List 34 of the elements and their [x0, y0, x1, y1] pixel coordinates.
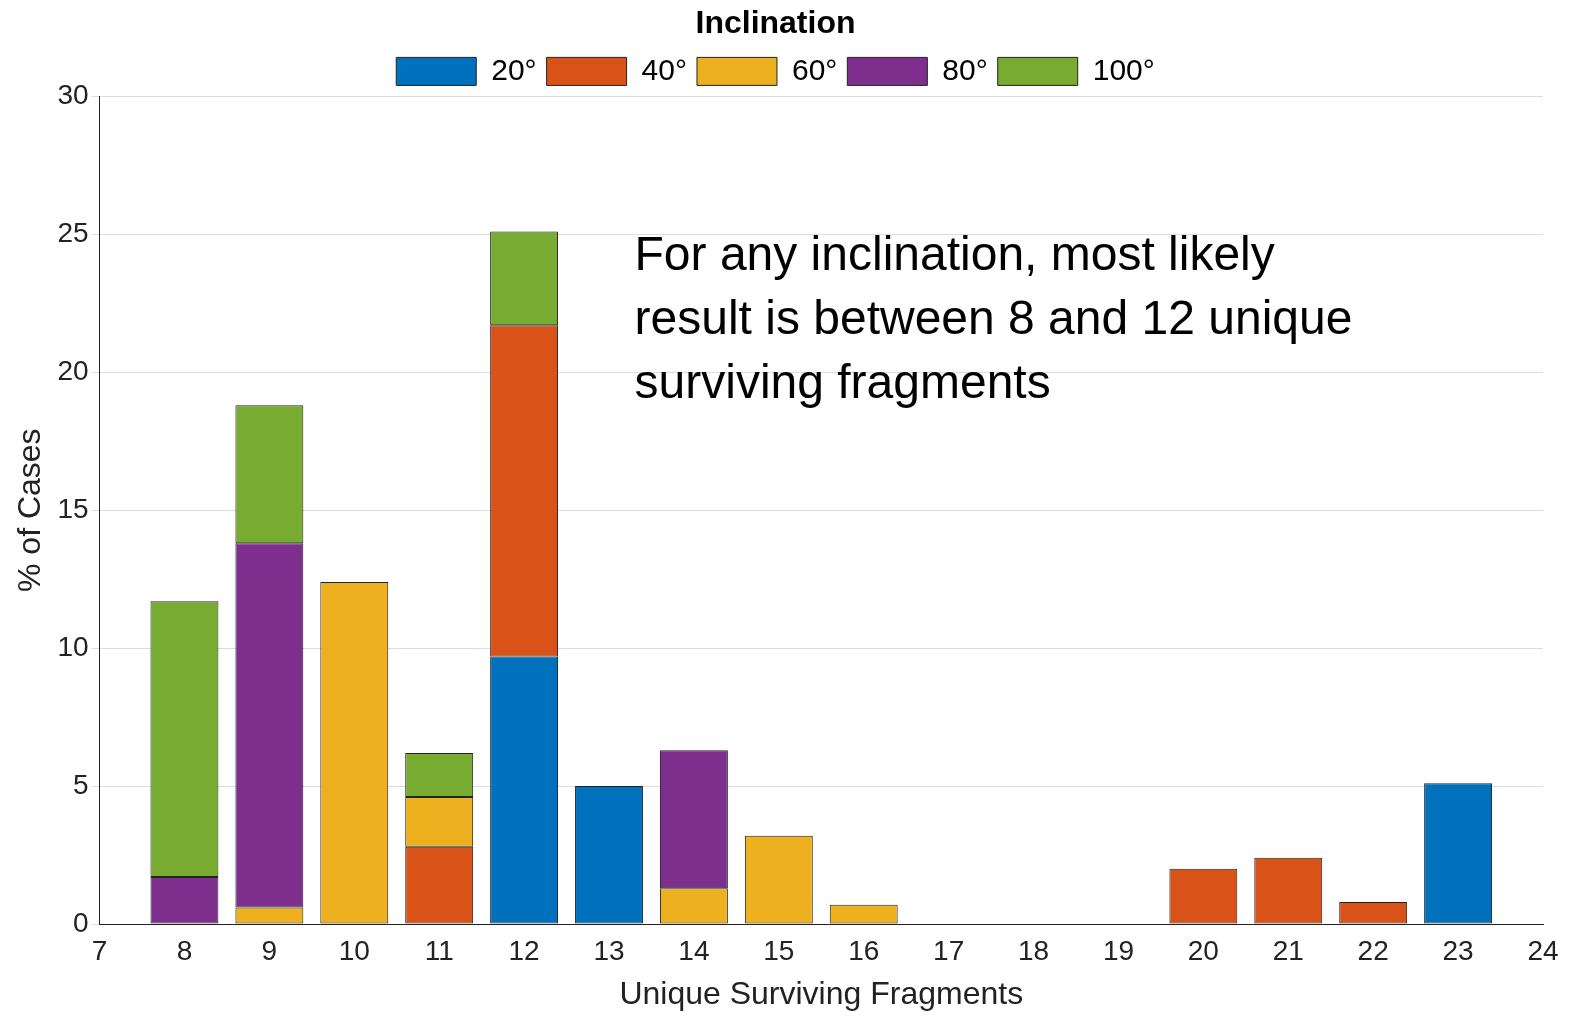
legend-label: 20° [491, 52, 537, 86]
x-tick-label: 19 [1102, 934, 1135, 966]
x-tick-label: 11 [424, 934, 454, 966]
legend-title: Inclination [695, 3, 856, 40]
x-tick-label: 16 [848, 934, 880, 966]
legend-label: 60° [791, 52, 838, 86]
y-tick-label: 25 [57, 217, 89, 249]
y-tick-label: 30 [57, 79, 89, 111]
x-tick-label: 18 [1017, 934, 1050, 966]
y-axis-title: % of Cases [11, 428, 48, 593]
x-tick-label: 24 [1527, 934, 1559, 966]
y-tick-label: 20 [57, 354, 89, 386]
x-tick-label: 12 [508, 934, 540, 966]
x-tick-label: 13 [593, 934, 625, 966]
x-axis-title: Unique Surviving Fragments [619, 974, 1024, 1011]
x-tick-label: 8 [176, 934, 193, 966]
x-tick-label: 21 [1272, 934, 1304, 966]
x-tick-label: 10 [338, 934, 370, 966]
x-tick-label: 22 [1357, 934, 1389, 966]
legend-label: 100° [1092, 52, 1155, 86]
y-tick-label: 10 [57, 630, 89, 662]
legend-label: 80° [942, 52, 988, 86]
annotation: For any inclination, most likely result is between 8 and 12 unique surviving fragments [634, 226, 1353, 408]
x-tick-label: 20 [1187, 934, 1219, 966]
legend-label: 40° [641, 52, 687, 86]
x-tick-label: 15 [763, 934, 795, 966]
x-tick-label: 9 [261, 934, 278, 966]
x-tick-label: 23 [1442, 934, 1474, 966]
y-tick-label: 5 [72, 768, 89, 800]
y-tick-label: 0 [72, 906, 89, 938]
y-tick-label: 15 [57, 492, 89, 524]
x-tick-label: 14 [678, 934, 710, 966]
x-tick-label: 17 [933, 934, 965, 966]
x-tick-label: 7 [91, 934, 108, 966]
